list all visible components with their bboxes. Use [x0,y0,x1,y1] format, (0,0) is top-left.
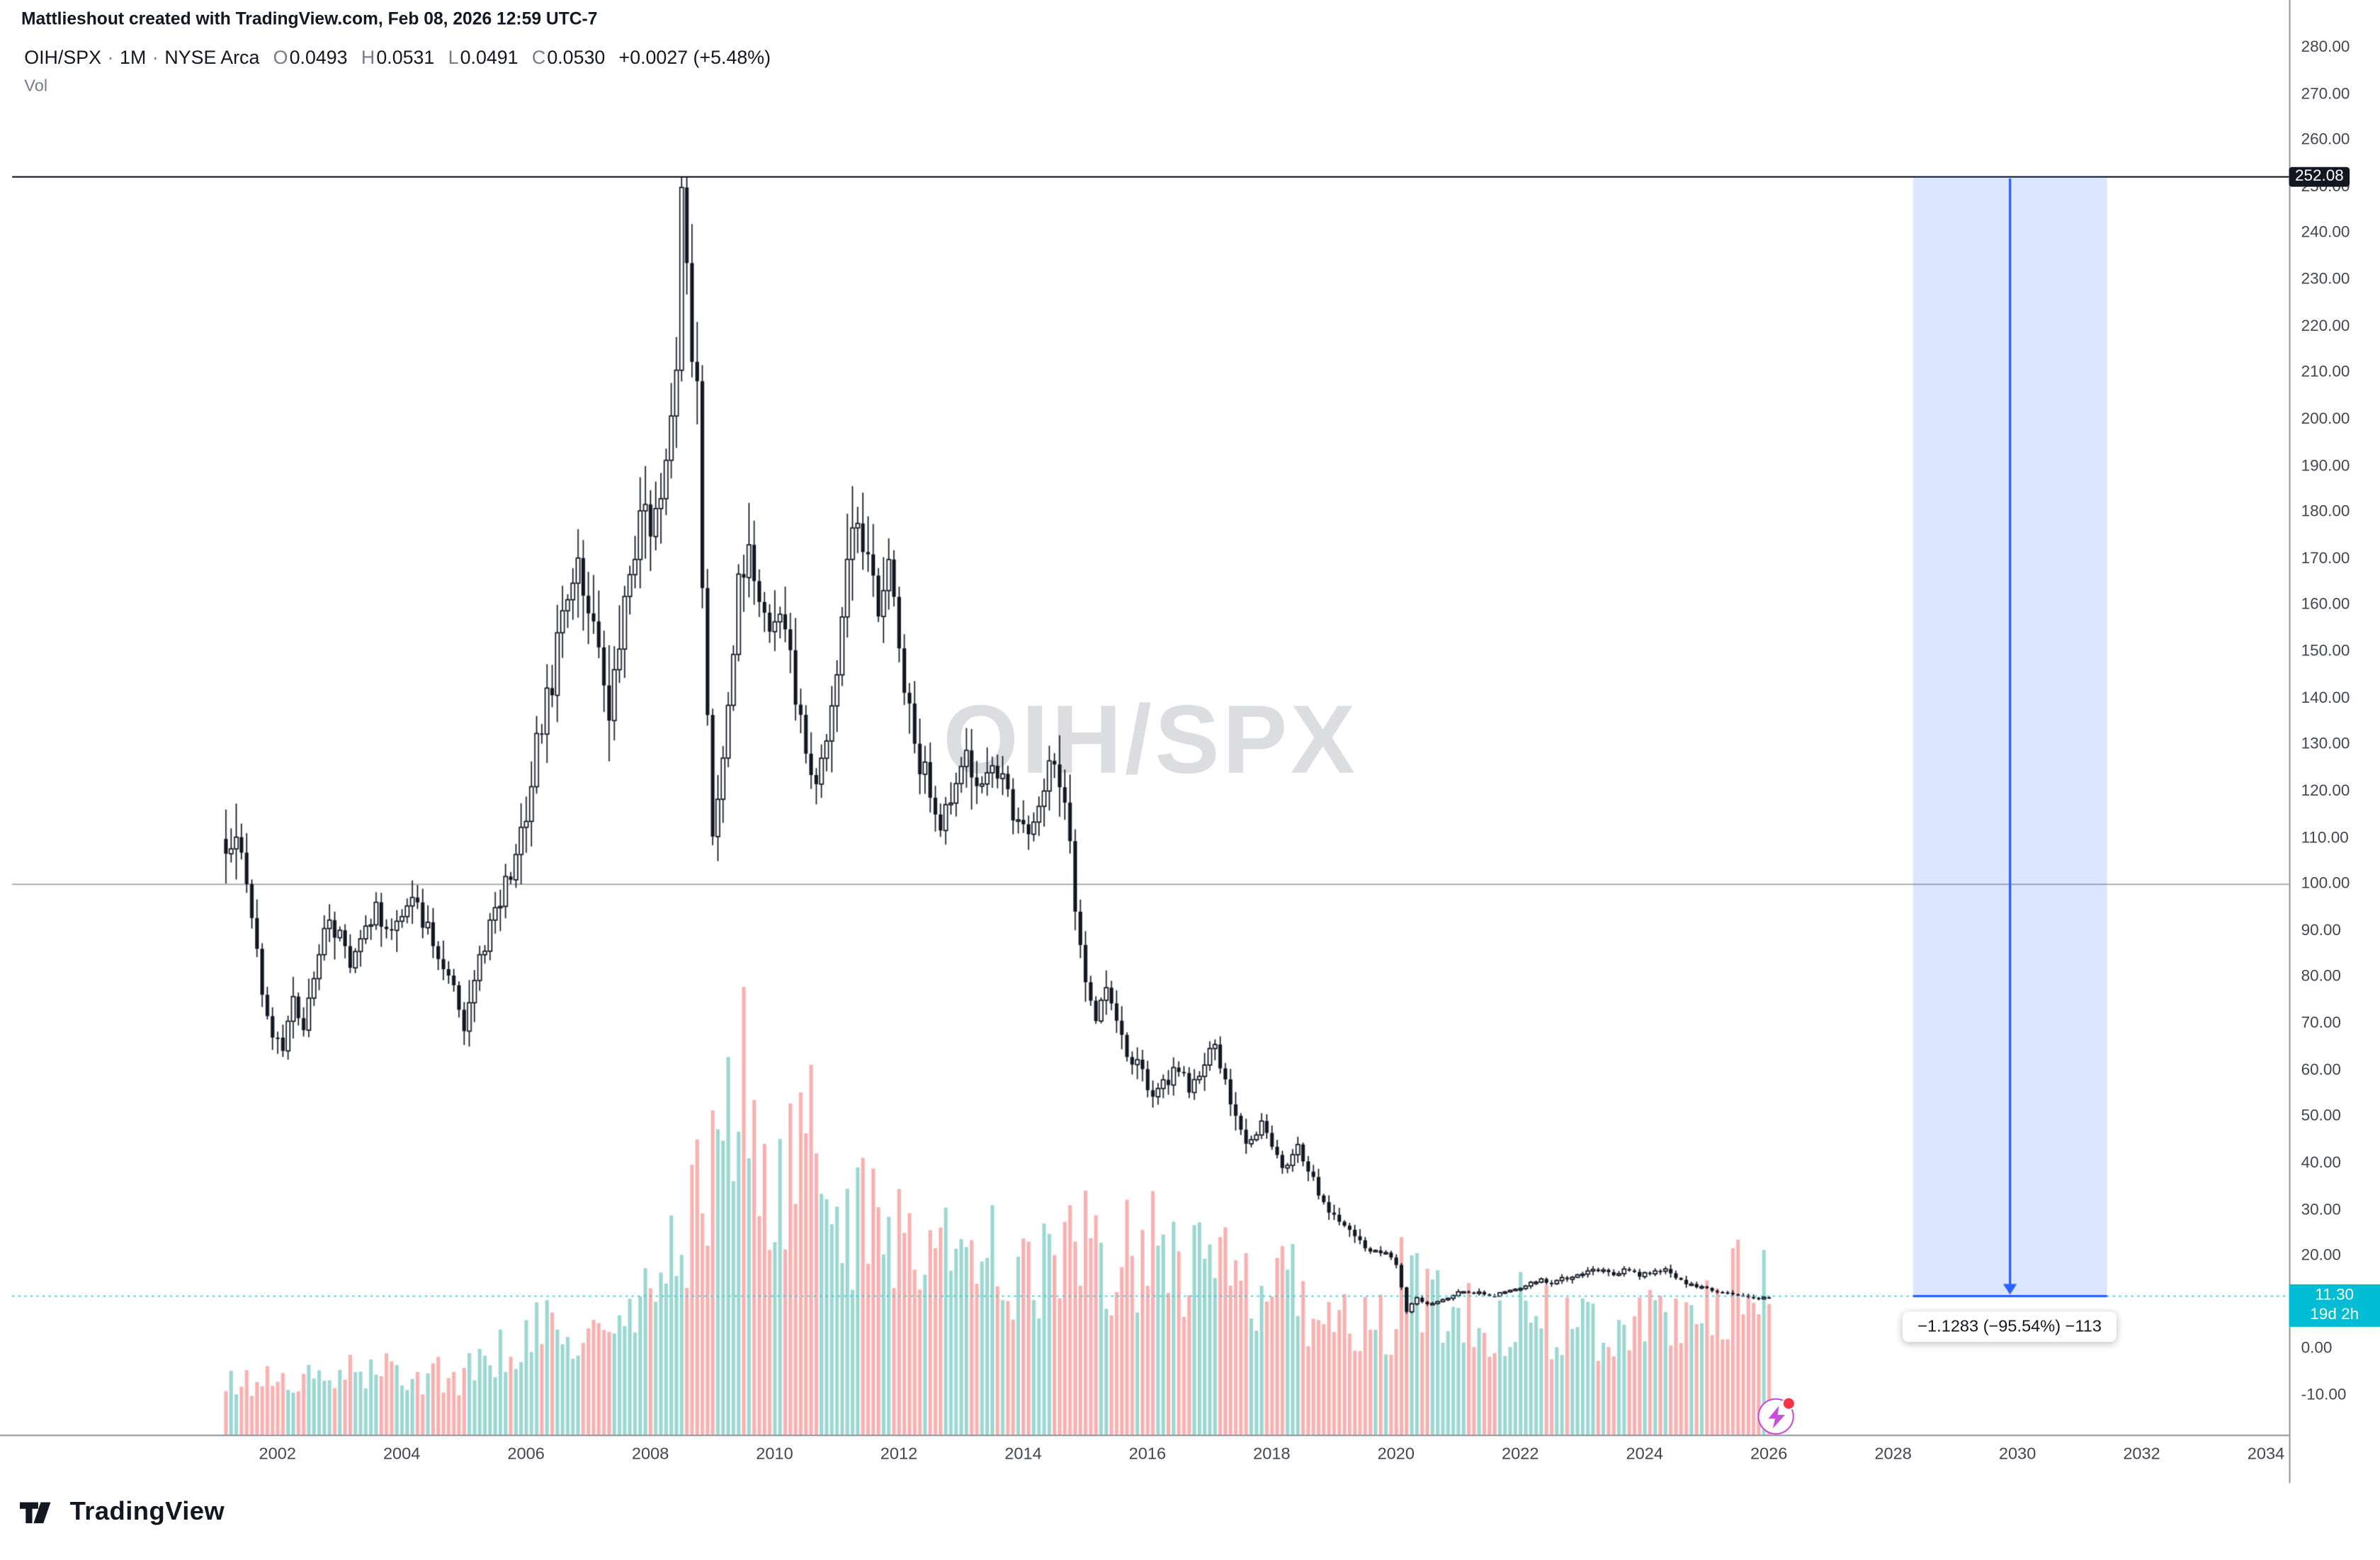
price-axis[interactable]: 280.00270.00260.00250.00240.00230.00220.… [2289,0,2380,1483]
price-axis-label: 150.00 [2301,642,2350,661]
time-axis-label: 2020 [1377,1445,1415,1464]
price-axis-label: -10.00 [2301,1386,2347,1405]
price-axis-label: 140.00 [2301,689,2350,707]
close-value: 0.0530 [547,47,606,69]
price-axis-label: 210.00 [2301,363,2350,382]
price-axis-label: 70.00 [2301,1014,2341,1033]
current-price-axis-badge: 11.30 19d 2h [2289,1284,2380,1327]
price-axis-label: 20.00 [2301,1246,2341,1265]
symbol-legend: OIH/SPX · 1M · NYSE Arca O 0.0493 H 0.0531 L 0.049… [24,47,771,68]
legend-separator: · [152,47,159,69]
price-axis-label: 280.00 [2301,38,2350,57]
time-axis-label: 2034 [2247,1445,2285,1464]
legend-symbol[interactable]: OIH/SPX [24,47,101,69]
time-axis-label: 2026 [1750,1445,1788,1464]
price-axis-label: 160.00 [2301,595,2350,614]
measure-tool-label[interactable]: −1.1283 (−95.54%) −113 [1902,1311,2117,1343]
time-axis[interactable]: 2002 2004 2006 2008 2010 2012 2014 2016 2018 2020… [0,1435,2289,1483]
low-value: 0.0491 [460,47,518,69]
price-axis-label: 190.00 [2301,456,2350,475]
time-axis-label: 2028 [1874,1445,1912,1464]
time-axis-label: 2018 [1253,1445,1291,1464]
attribution-text: Mattlieshout created with TradingView.co… [21,11,598,29]
time-axis-label: 2014 [1004,1445,1042,1464]
price-axis-label: 240.00 [2301,224,2350,242]
price-axis-label: 90.00 [2301,921,2341,939]
change-value: +0.0027 (+5.48%) [618,47,771,69]
price-axis-label: 60.00 [2301,1061,2341,1079]
volume-indicator-label[interactable]: Vol [24,77,48,96]
price-axis-label: 220.00 [2301,317,2350,335]
current-price-value: 11.30 [2315,1286,2354,1304]
high-price-axis-label: 252.08 [2289,166,2350,187]
time-axis-label: 2016 [1128,1445,1167,1464]
lightning-bolt-icon [1767,1405,1784,1428]
price-axis-label: 0.00 [2301,1339,2333,1358]
time-axis-label: 2032 [2123,1445,2160,1464]
price-axis-label: 120.00 [2301,781,2350,801]
price-axis-label: 260.00 [2301,130,2350,149]
time-axis-label: 2010 [756,1445,793,1464]
price-axis-label: 170.00 [2301,549,2350,568]
time-axis-label: 2030 [1998,1445,2036,1464]
price-axis-label: 130.00 [2301,735,2350,754]
price-axis-label: 200.00 [2301,409,2350,429]
price-axis-label: 80.00 [2301,967,2341,986]
price-axis-label: 270.00 [2301,84,2350,103]
legend-separator: · [107,47,114,69]
time-axis-label: 2024 [1626,1445,1663,1464]
open-label: O [273,47,288,69]
price-axis-label: 40.00 [2301,1153,2341,1172]
tradingview-logo-icon [19,1501,51,1523]
tradingview-logo-text: TradingView [69,1496,225,1526]
time-axis-label: 2012 [880,1445,918,1464]
tradingview-logo[interactable]: TradingView [19,1496,225,1527]
bar-countdown: 19d 2h [2310,1305,2359,1324]
close-label: C [531,47,546,69]
high-label: H [361,47,375,69]
open-value: 0.0493 [289,47,348,69]
low-label: L [448,47,459,69]
legend-interval[interactable]: 1M [120,47,147,69]
price-axis-label: 100.00 [2301,874,2350,893]
events-lightning-icon[interactable] [1757,1396,1796,1435]
price-axis-label: 180.00 [2301,502,2350,521]
price-axis-label: 230.00 [2301,270,2350,289]
price-axis-label: 30.00 [2301,1199,2341,1219]
price-axis-label: 50.00 [2301,1107,2341,1126]
time-axis-label: 2006 [507,1445,545,1464]
time-axis-label: 2002 [259,1445,296,1464]
time-axis-label: 2008 [631,1445,669,1464]
time-axis-label: 2022 [1502,1445,1539,1464]
legend-exchange: NYSE Arca [164,47,260,69]
high-value: 0.0531 [376,47,435,69]
notification-dot [1781,1396,1796,1411]
time-axis-label: 2004 [382,1445,421,1464]
price-axis-label: 110.00 [2301,828,2349,847]
